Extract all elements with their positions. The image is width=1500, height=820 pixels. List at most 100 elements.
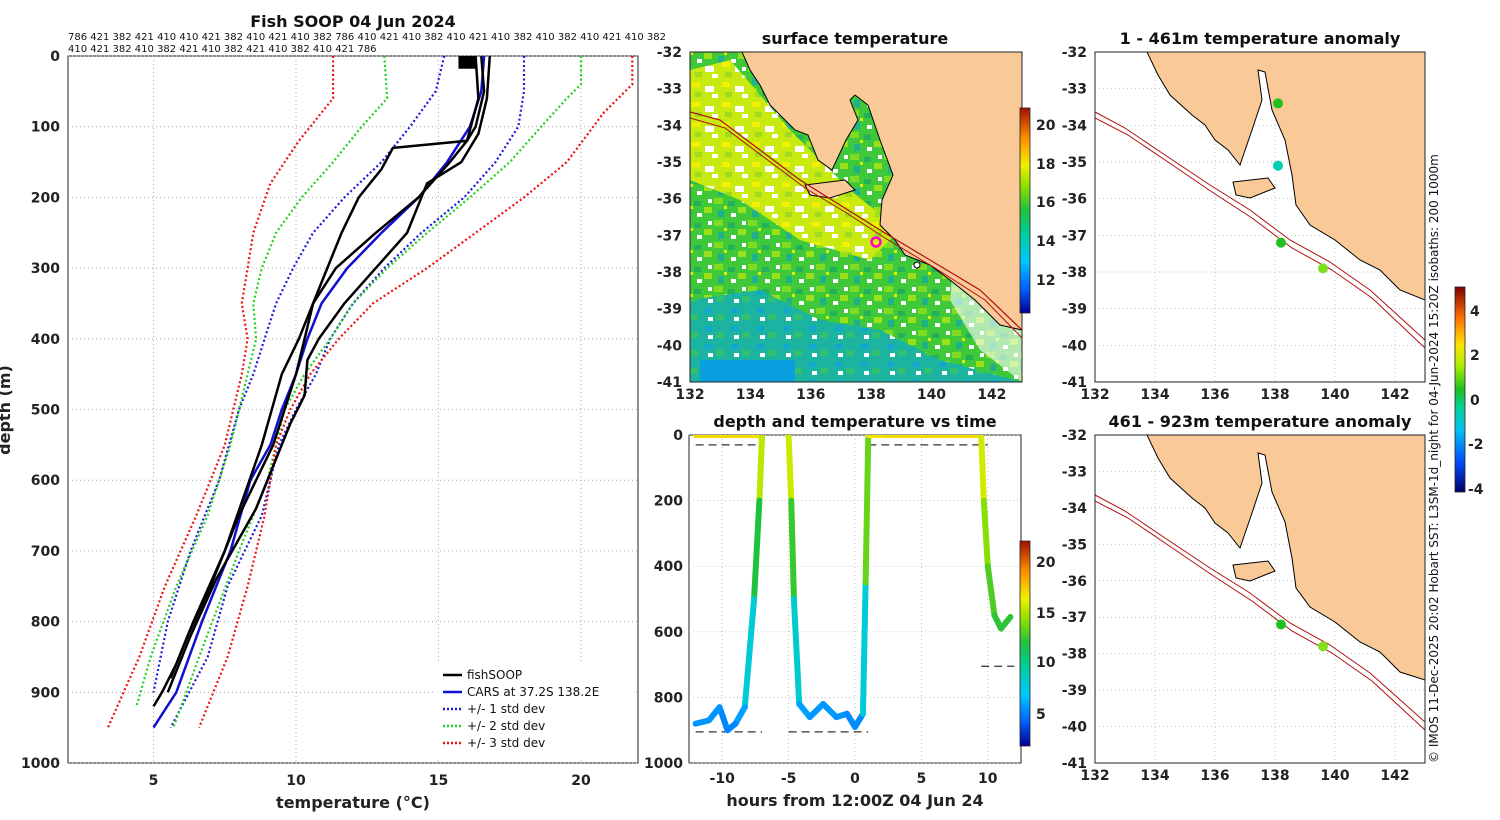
anom-colorbar [1454, 286, 1466, 493]
tp-track-segment [998, 614, 1014, 632]
map-y-tick: -39 [657, 302, 682, 318]
timeplot-colorbar [1019, 540, 1031, 747]
tp-track-segment [788, 497, 797, 602]
anom2-isobath-1000 [1095, 500, 1425, 731]
timeplot-colorbar-ticks: 20 15 10 5 [1036, 555, 1056, 723]
map-x-tick: 138 [856, 387, 885, 403]
map-y-tick: -36 [657, 192, 682, 208]
map-y-tick: -38 [1062, 265, 1087, 281]
y-tick-label: 800 [31, 615, 60, 631]
sst-cool-south [690, 290, 1022, 382]
profile-top-labels-row2: 410 421 382 410 382 421 410 382 421 410 … [68, 44, 377, 55]
profile-series-line [152, 55, 486, 729]
legend-box [436, 664, 636, 758]
map-y-tick: -39 [1062, 302, 1087, 318]
sst-title: surface temperature [762, 29, 949, 48]
tp-track-segment [862, 435, 872, 586]
credit-text: © IMOS 11-Dec-2025 20:02 Hobart SST: L3S… [1427, 154, 1441, 763]
map-y-tick: -40 [1062, 720, 1088, 736]
map-x-tick: 132 [675, 387, 704, 403]
anomaly-point [1318, 263, 1328, 274]
anom1-axes [1094, 51, 1426, 383]
sst-colorbar [1019, 107, 1031, 314]
profile-series-line [135, 55, 389, 707]
profile-title: Fish SOOP 04 Jun 2024 [250, 12, 456, 31]
map-y-tick: -36 [1062, 192, 1087, 208]
map-x-tick: 142 [1380, 387, 1409, 403]
anom1-map [1095, 52, 1425, 349]
anomaly-point [1276, 619, 1286, 630]
anomaly-point [1273, 160, 1283, 171]
map-y-tick: -34 [1062, 501, 1088, 517]
profile-lines [106, 55, 634, 729]
y-tick-label: 200 [31, 190, 60, 206]
anom-cb-tick: -4 [1468, 482, 1484, 498]
map-x-tick: 142 [977, 387, 1006, 403]
map-y-tick: -36 [1062, 574, 1087, 590]
anom-cb-tick: -2 [1468, 437, 1484, 453]
anom1-isobath-200 [1095, 111, 1425, 341]
timeplot-title: depth and temperature vs time [713, 412, 996, 431]
map-x-tick: 136 [796, 387, 825, 403]
map-x-tick: 136 [1200, 768, 1229, 784]
tp-track-segment [785, 435, 795, 504]
profile-legend: fishSOOP CARS at 37.2S 138.2E +/- 1 std … [436, 664, 636, 758]
map-y-tick: -39 [1062, 683, 1087, 699]
profile-top-labels-row1: 786 421 382 421 410 410 421 382 410 421 … [68, 32, 666, 43]
sst-isobath-200 [690, 111, 1022, 331]
y-tick-label: 100 [31, 120, 60, 136]
map-x-tick: 140 [1320, 387, 1349, 403]
anom1-ticks: 132 134 136 138 140 142 -32 -33 -34 -35 -36 -37 -38 -… [1062, 45, 1410, 403]
map-x-tick: 132 [1080, 387, 1109, 403]
timeplot-xlabel: hours from 12:00Z 04 Jun 24 [726, 791, 983, 810]
map-y-tick: -35 [1062, 537, 1087, 553]
map-x-tick: 134 [1140, 768, 1169, 784]
anom2-points [1276, 619, 1328, 652]
sst-cb-tick: 20 [1036, 118, 1056, 134]
tp-cb-tick: 20 [1036, 555, 1056, 571]
map-y-tick: -41 [1062, 375, 1087, 391]
anom-cb-tick: 4 [1470, 304, 1480, 320]
anom1-points [1273, 98, 1328, 274]
anomaly1-panel: 1 - 461m temperature anomaly 132 134 136 13… [1062, 29, 1426, 403]
map-y-tick: -32 [1062, 428, 1087, 444]
tp-x-tick: 0 [850, 771, 860, 787]
x-tick-label: 20 [571, 773, 591, 789]
timeplot-ticks: -10 -5 0 5 10 0 200 400 600 800 1000 [644, 428, 998, 787]
anom1-title: 1 - 461m temperature anomaly [1120, 29, 1401, 48]
profile-series-line [198, 56, 634, 729]
sst-field [690, 52, 1022, 382]
tp-y-tick: 200 [654, 494, 683, 510]
map-x-tick: 134 [1140, 387, 1169, 403]
fishsoop-surface-cluster [458, 56, 476, 69]
anom2-land [1146, 435, 1425, 681]
tp-x-tick: -10 [710, 771, 736, 787]
anom1-isobath-1000 [1095, 117, 1425, 349]
tp-track-segment [859, 579, 869, 717]
y-tick-label: 1000 [21, 756, 60, 772]
map-y-tick: -33 [1062, 82, 1087, 98]
map-y-tick: -37 [1062, 610, 1087, 626]
anom2-kangaroo-island [1232, 560, 1276, 582]
map-x-tick: 136 [1200, 387, 1229, 403]
profile-grid [68, 55, 638, 764]
tp-x-tick: 5 [917, 771, 927, 787]
sst-kangaroo-island [804, 179, 856, 199]
anom2-ticks: 132 134 136 138 140 142 -32 -33 -34 -35 -36 -37 -38 -… [1062, 428, 1410, 784]
legend-std3: +/- 3 std dev [467, 736, 545, 750]
timeplot-panel: depth and temperature vs time -10 -5 0 5 100… [644, 412, 1056, 810]
y-tick-label: 900 [31, 685, 60, 701]
map-y-tick: -33 [1062, 464, 1087, 480]
map-x-tick: 142 [1380, 768, 1409, 784]
sst-isobath-1000 [690, 117, 1022, 339]
y-tick-label: 300 [31, 261, 60, 277]
profile-panel: 5 10 15 2001002003004005006007008009001000 … [0, 12, 666, 812]
map-x-tick: 140 [917, 387, 946, 403]
anom2-map [1095, 435, 1425, 731]
tp-track-segment [790, 596, 803, 707]
tp-track-segment [820, 700, 840, 721]
y-tick-label: 700 [31, 544, 60, 560]
y-tick-label: 500 [31, 403, 60, 419]
